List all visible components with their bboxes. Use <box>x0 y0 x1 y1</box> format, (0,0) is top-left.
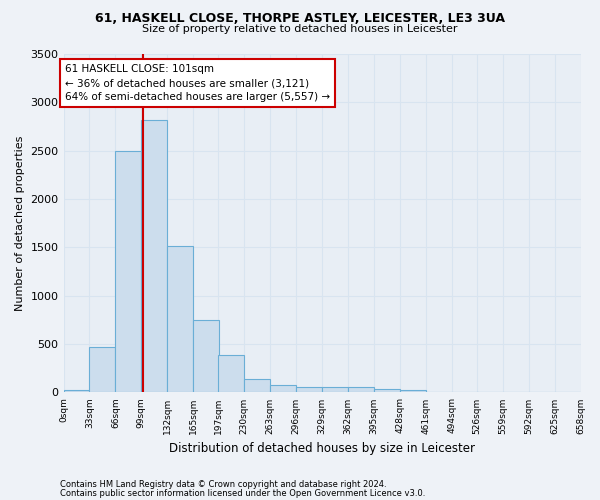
Bar <box>115 150 142 392</box>
X-axis label: Distribution of detached houses by size in Leicester: Distribution of detached houses by size … <box>169 442 475 455</box>
Bar <box>348 387 374 392</box>
Text: Contains HM Land Registry data © Crown copyright and database right 2024.: Contains HM Land Registry data © Crown c… <box>60 480 386 489</box>
Bar <box>322 387 348 392</box>
Text: Contains public sector information licensed under the Open Government Licence v3: Contains public sector information licen… <box>60 488 425 498</box>
Text: Size of property relative to detached houses in Leicester: Size of property relative to detached ho… <box>142 24 458 34</box>
Bar <box>244 379 270 392</box>
Bar <box>193 320 219 392</box>
Text: 61 HASKELL CLOSE: 101sqm
← 36% of detached houses are smaller (3,121)
64% of sem: 61 HASKELL CLOSE: 101sqm ← 36% of detach… <box>65 64 330 102</box>
Bar <box>374 388 400 392</box>
Bar <box>64 390 89 392</box>
Bar <box>270 385 296 392</box>
Bar <box>89 346 115 393</box>
Bar <box>142 120 167 392</box>
Bar <box>218 355 244 393</box>
Bar <box>400 390 426 392</box>
Bar <box>296 387 322 392</box>
Bar <box>167 246 193 392</box>
Text: 61, HASKELL CLOSE, THORPE ASTLEY, LEICESTER, LE3 3UA: 61, HASKELL CLOSE, THORPE ASTLEY, LEICES… <box>95 12 505 26</box>
Y-axis label: Number of detached properties: Number of detached properties <box>15 136 25 311</box>
